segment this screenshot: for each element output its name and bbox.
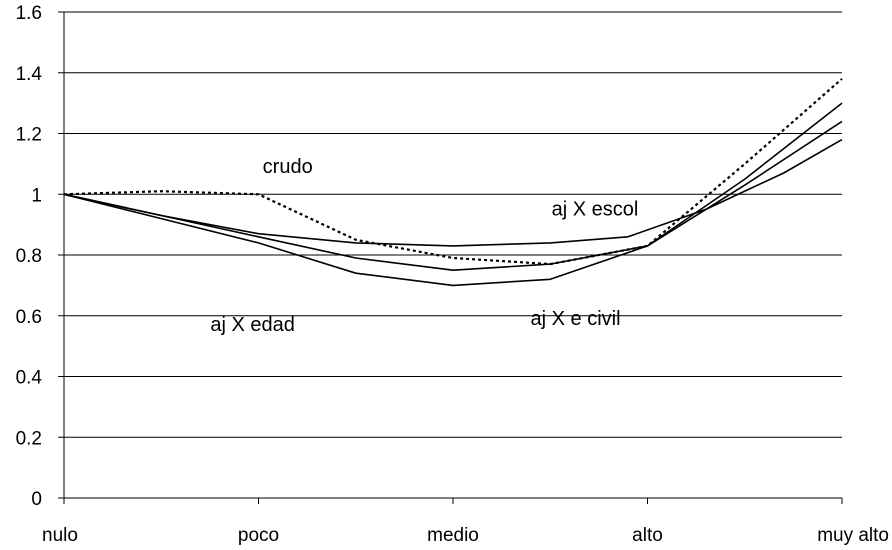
annotation-aj-x-escol: aj X escol <box>552 199 639 221</box>
series-annotations: crudo aj X escol aj X e civil aj X edad <box>210 156 638 336</box>
series-line-aj-x-escol <box>63 138 843 247</box>
gridlines <box>64 11 842 438</box>
y-tick-label: 1.2 <box>16 125 42 146</box>
y-tick-label: 0.6 <box>16 307 42 328</box>
x-tick-label: medio <box>427 525 479 546</box>
series-lines <box>63 77 843 287</box>
x-tick-label: alto <box>632 525 663 546</box>
series-line-crudo <box>63 77 843 266</box>
y-axis-ticks: 0 0.2 0.4 0.6 0.8 1 1.2 1.4 1.6 <box>16 3 64 510</box>
x-tick-label: poco <box>238 525 279 546</box>
x-tick-label: nulo <box>42 525 78 546</box>
series-line-aj-x-edad <box>63 102 843 287</box>
y-tick-label: 0 <box>31 489 42 510</box>
y-tick-label: 0.4 <box>16 368 43 389</box>
y-tick-label: 1 <box>31 185 42 206</box>
annotation-crudo: crudo <box>263 156 313 178</box>
y-tick-label: 1.6 <box>16 3 42 24</box>
y-tick-label: 1.4 <box>16 64 43 85</box>
annotation-aj-x-edad: aj X edad <box>210 314 295 336</box>
x-tick-label: muy alto <box>817 525 889 546</box>
x-axis-ticks: nulo poco medio alto muy alto <box>42 498 889 546</box>
annotation-aj-x-e-civil: aj X e civil <box>531 308 621 330</box>
series-line-aj-x-e-civil <box>63 120 843 272</box>
y-tick-label: 0.2 <box>16 428 42 449</box>
y-tick-label: 0.8 <box>16 246 42 267</box>
